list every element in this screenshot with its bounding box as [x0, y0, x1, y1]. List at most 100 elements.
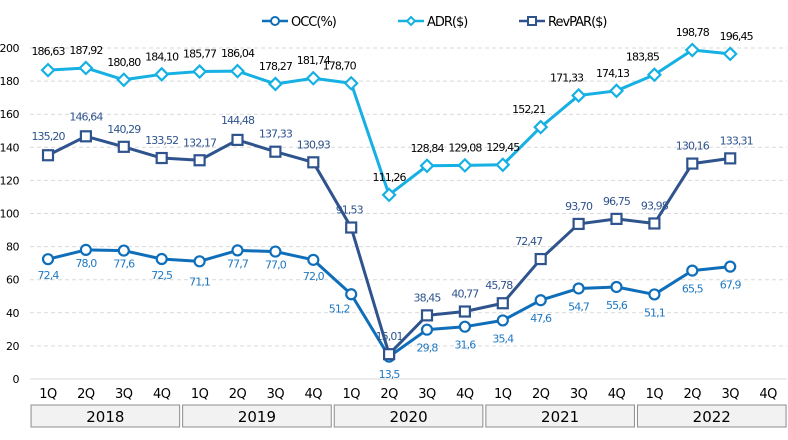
adr-point	[305, 70, 321, 86]
x-tick-label: 3Q	[267, 387, 285, 402]
revpar-point	[269, 145, 282, 158]
series-lines	[40, 42, 738, 363]
occ-point	[155, 252, 168, 266]
legend-item-occ[interactable]: OCC(%)	[262, 15, 337, 30]
y-tick-label: 120	[0, 174, 19, 187]
occ-data-label: 51,2	[329, 302, 350, 315]
occ-point	[345, 288, 358, 301]
adr-data-label: 111,26	[373, 171, 407, 184]
series-occ	[41, 243, 737, 363]
adr-point	[267, 76, 283, 92]
x-axis: 1Q 2Q 3Q 4Q 1Q 2Q 3Q 4Q 1Q 2Q 3Q 4Q 1Q 2Q 3Q 4Q 1Q 2Q 3Q 4Q…	[30, 387, 787, 428]
revpar-data-label: 45,78	[485, 279, 513, 292]
occ-point	[686, 264, 699, 277]
occ-data-label: 77,0	[265, 259, 287, 272]
revpar-point	[572, 217, 585, 231]
revpar-point	[193, 154, 206, 167]
adr-point	[533, 119, 549, 135]
adr-data-label: 186,04	[221, 47, 255, 60]
year-box	[182, 404, 332, 428]
circle-marker-icon	[270, 16, 280, 26]
adr-data-label: 187,92	[69, 44, 102, 57]
revpar-point	[307, 156, 320, 169]
adr-point	[684, 42, 700, 58]
revpar-data-label: 133,52	[145, 134, 178, 147]
x-tick-label: 4Q	[456, 387, 474, 402]
revpar-data-label: 91,53	[336, 204, 364, 217]
x-tick-label: 4Q	[759, 387, 777, 402]
occ-data-label: 35,4	[492, 332, 514, 345]
x-tick-label: 3Q	[418, 387, 436, 402]
revpar-data-label: 130,93	[297, 138, 331, 151]
revpar-point	[686, 157, 699, 170]
y-tick-label: 20	[6, 340, 19, 353]
y-axis-ticks: 0 20 40 60 80 100 120 140 160 180 200	[0, 42, 20, 386]
y-tick-label: 160	[0, 108, 19, 121]
series-revpar	[41, 130, 737, 361]
adr-point	[646, 67, 662, 83]
adr-point	[608, 83, 625, 99]
x-tick-label: 2Q	[229, 387, 247, 402]
year-box	[485, 404, 635, 428]
occ-data-label: 67,9	[720, 279, 742, 292]
y-tick-label: 200	[0, 42, 19, 55]
y-tick-label: 180	[0, 75, 19, 88]
adr-point	[457, 157, 473, 173]
occ-point	[117, 244, 130, 257]
series-adr	[40, 42, 738, 203]
revpar-point	[458, 305, 471, 318]
x-tick-label: 3Q	[115, 387, 133, 402]
x-tick-label: 2Q	[532, 387, 550, 402]
occ-data-label: 77,7	[227, 257, 249, 270]
occ-point	[193, 255, 206, 268]
occ-point	[41, 253, 55, 266]
x-tick-label: 1Q	[191, 387, 209, 402]
revpar-point	[648, 217, 661, 230]
revpar-point	[610, 212, 623, 225]
legend-item-revpar[interactable]: RevPAR($)	[519, 15, 608, 30]
occ-data-label: 13,5	[379, 368, 401, 381]
year-label: 2020	[389, 408, 427, 426]
revpar-data-label: 72,47	[515, 235, 543, 248]
revpar-point	[724, 152, 737, 165]
adr-data-label: 129,08	[448, 141, 482, 154]
revpar-data-label: 96,75	[603, 195, 631, 208]
adr-point	[381, 187, 397, 203]
occ-point	[79, 243, 93, 257]
revpar-point	[420, 309, 434, 322]
adr-data-label: 181,74	[297, 54, 331, 67]
occ-data-label: 77,6	[113, 258, 135, 271]
revpar-point	[534, 252, 547, 266]
x-tick-label: 4Q	[608, 387, 626, 402]
adr-data-label: 198,78	[676, 26, 710, 39]
adr-point	[78, 60, 94, 76]
revpar-point	[117, 140, 130, 153]
occ-data-label: 31,6	[454, 339, 476, 352]
occ-point	[534, 294, 547, 307]
year-label: 2018	[86, 408, 124, 426]
adr-data-label: 183,85	[626, 51, 660, 64]
revpar-point	[79, 130, 93, 143]
adr-data-label: 185,77	[183, 48, 217, 61]
revpar-point	[496, 297, 509, 310]
occ-data-label: 55,6	[606, 299, 628, 312]
revpar-data-label: 140,29	[107, 123, 141, 136]
x-tick-label: 2Q	[77, 387, 95, 402]
legend-item-adr[interactable]: ADR($)	[398, 15, 468, 30]
x-tick-label: 3Q	[721, 387, 739, 402]
square-marker-icon	[527, 16, 537, 26]
x-tick-label: 4Q	[305, 387, 323, 402]
occ-data-label: 51,1	[644, 306, 665, 319]
data-labels: 72,4 78,0 77,6 72,5 71,1 77,7 77,0 72,0 51,2 13,5…	[31, 26, 754, 381]
legend: OCC(%) ADR($) RevPAR($)	[262, 15, 608, 30]
adr-data-label: 129,45	[486, 141, 520, 154]
x-tick-label: 1Q	[39, 387, 57, 402]
diamond-marker-icon	[405, 15, 417, 27]
occ-point	[610, 280, 623, 294]
revpar-data-label: 15,01	[376, 330, 403, 343]
legend-label: OCC(%)	[291, 15, 336, 30]
y-tick-label: 40	[6, 307, 19, 320]
revpar-point	[155, 151, 168, 165]
occ-data-label: 65,5	[682, 283, 704, 296]
